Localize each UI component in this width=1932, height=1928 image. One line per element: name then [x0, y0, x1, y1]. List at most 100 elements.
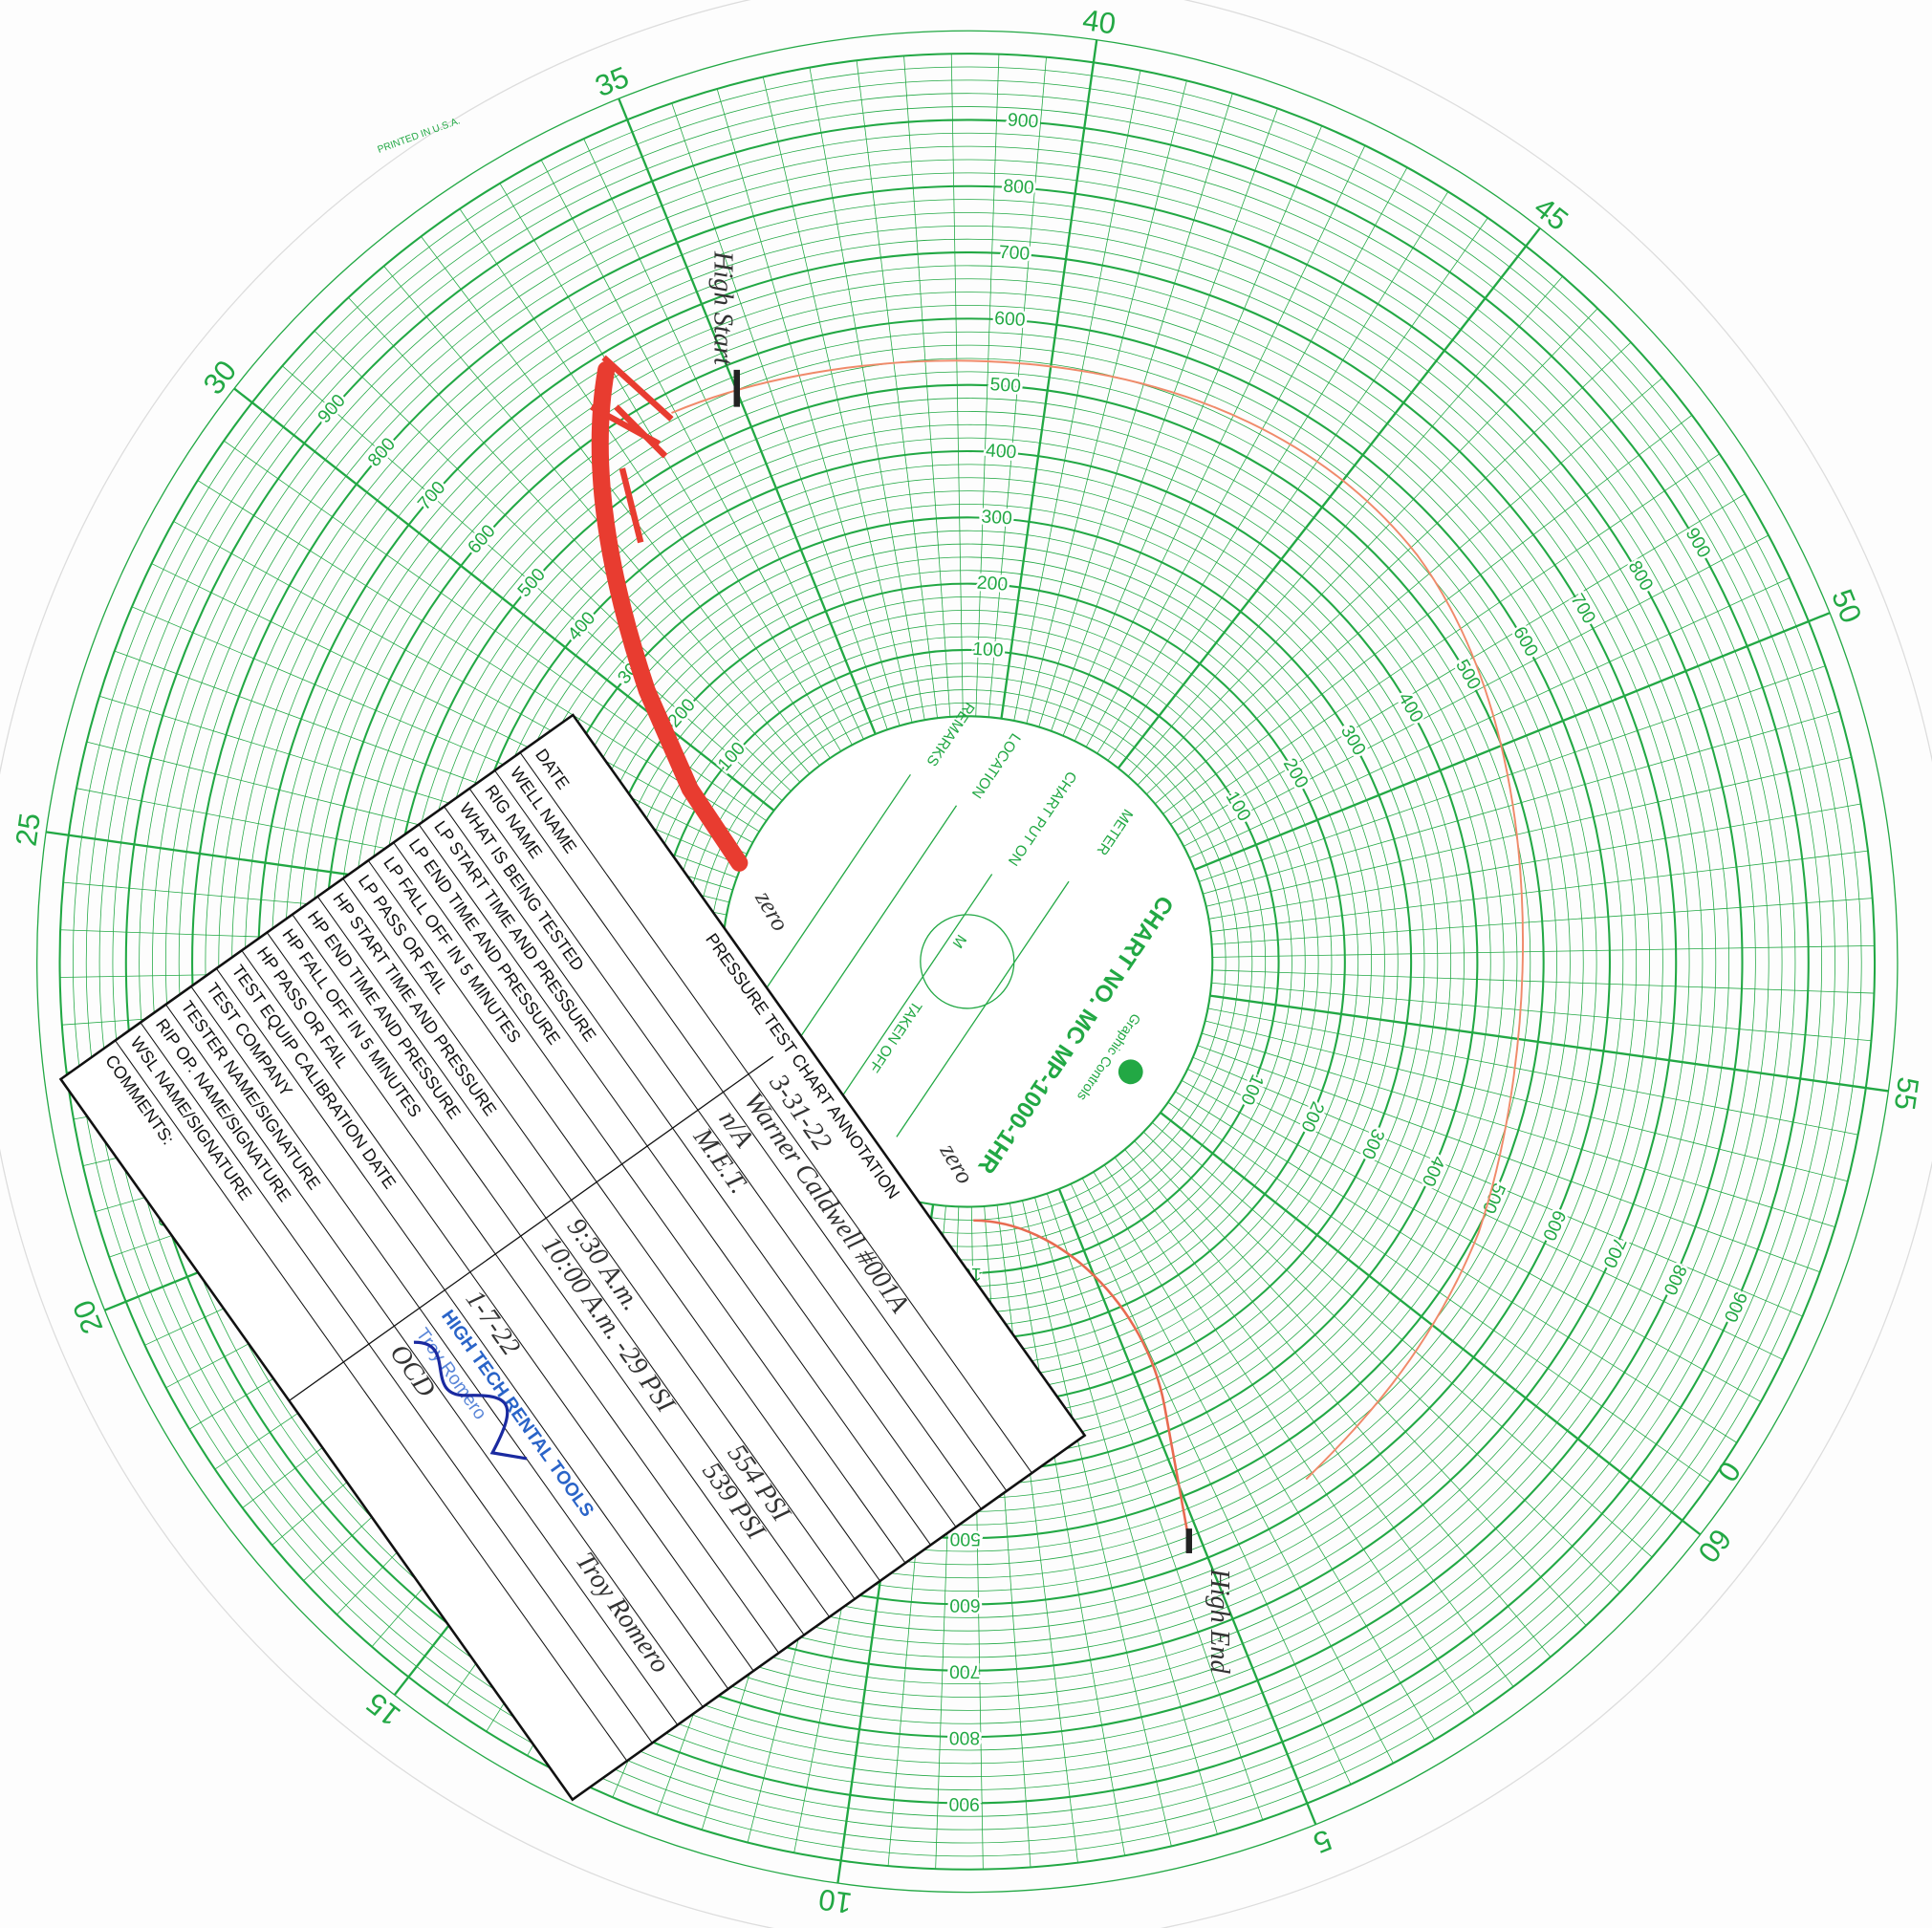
minute-label: 40	[1080, 3, 1118, 40]
hub-field-line	[839, 874, 993, 1100]
time-line	[1160, 1112, 1702, 1536]
time-line	[1000, 39, 1098, 719]
form-row-line	[494, 769, 1008, 1492]
signature	[413, 1340, 528, 1461]
time-line	[1124, 1149, 1552, 1657]
time-line	[197, 480, 760, 833]
time-line	[1212, 944, 1875, 958]
brand-logo	[1118, 1059, 1143, 1085]
form-row-line	[215, 967, 729, 1690]
pen-trace	[590, 355, 674, 544]
pressure-ring	[139, 132, 1796, 1790]
time-line	[1057, 1188, 1317, 1826]
form-card	[58, 713, 1087, 1802]
time-line	[1013, 70, 1141, 722]
pressure-label: 600	[994, 309, 1027, 331]
time-line	[950, 54, 964, 717]
pressure-ring	[112, 106, 1823, 1817]
time-line	[618, 97, 877, 735]
form-row-line	[444, 806, 957, 1527]
time-line	[1107, 217, 1488, 761]
time-line	[1194, 612, 1831, 871]
time-line	[233, 387, 775, 812]
time-line	[671, 102, 888, 730]
time-line	[314, 330, 792, 791]
time-line	[1117, 227, 1541, 769]
time-line	[1146, 341, 1632, 795]
time-line	[1205, 756, 1852, 907]
time-line	[1022, 1200, 1172, 1847]
time-line	[1167, 1101, 1711, 1484]
time-line	[1210, 850, 1869, 933]
time-line	[1026, 80, 1187, 724]
time-line	[1085, 167, 1408, 747]
form-row-line	[367, 859, 880, 1582]
form-row-line	[468, 788, 982, 1509]
hub-field-line	[783, 805, 958, 1062]
time-line	[903, 55, 951, 717]
time-line	[1137, 308, 1598, 786]
pressure-label: 300	[981, 507, 1013, 529]
time-line	[809, 67, 925, 721]
form-row-line	[418, 824, 931, 1546]
time-line	[1127, 275, 1563, 777]
time-line	[1211, 898, 1873, 945]
form-row-line	[292, 914, 805, 1636]
time-line	[1162, 414, 1693, 814]
pressure-ring	[218, 212, 1717, 1711]
time-line	[1046, 1193, 1264, 1821]
time-line	[173, 521, 753, 843]
time-line	[988, 56, 1047, 718]
handwritten-note: High End	[1205, 1568, 1234, 1674]
time-line	[1212, 969, 1875, 994]
form-divider	[289, 1055, 774, 1401]
time-line	[1175, 1091, 1738, 1443]
time-line	[1143, 1131, 1620, 1593]
time-line	[1009, 1202, 1126, 1856]
time-line	[1074, 145, 1366, 742]
time-line	[716, 88, 901, 726]
time-line	[459, 208, 831, 759]
pressure-label: 100	[972, 639, 1005, 661]
time-line	[996, 1204, 1078, 1863]
time-line	[1093, 1171, 1436, 1741]
time-line	[1201, 1032, 1835, 1227]
pressure-ring	[124, 119, 1810, 1805]
pressure-label: 400	[985, 441, 1017, 463]
pressure-ring	[58, 53, 1877, 1871]
pressure-label: 200	[976, 574, 1009, 596]
outer-ring	[36, 30, 1899, 1894]
time-line	[1134, 1140, 1587, 1626]
form-row-line	[266, 932, 780, 1654]
time-line	[1170, 453, 1720, 825]
time-line	[1209, 994, 1889, 1093]
time-line	[1189, 577, 1791, 858]
pen-trace	[671, 359, 1524, 1481]
time-line	[1181, 1080, 1762, 1402]
pressure-ring	[191, 184, 1744, 1739]
pressure-ring	[152, 145, 1783, 1778]
pen-trace	[973, 1219, 1191, 1542]
pressure-ring	[72, 66, 1862, 1857]
pressure-label: 800	[1003, 177, 1035, 199]
time-line	[1034, 1197, 1218, 1835]
time-line	[1208, 803, 1861, 920]
pressure-ring	[205, 199, 1730, 1724]
time-line	[1038, 93, 1233, 727]
time-line	[1203, 710, 1840, 895]
time-line	[151, 563, 748, 855]
time-line	[1205, 1020, 1848, 1182]
time-line	[583, 138, 864, 740]
form-row-line	[115, 1040, 628, 1762]
form-row-line	[393, 842, 906, 1564]
time-line	[1103, 1164, 1475, 1715]
time-line	[975, 54, 1000, 717]
chart-hub	[724, 718, 1210, 1204]
form-row-line	[190, 986, 704, 1708]
minute-label: 25	[10, 811, 47, 848]
time-line	[421, 236, 820, 767]
hub-field-line	[896, 880, 1070, 1137]
time-line	[1192, 1056, 1803, 1317]
time-line	[540, 160, 853, 746]
